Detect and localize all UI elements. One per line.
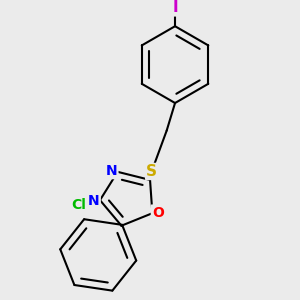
- Text: O: O: [152, 206, 164, 220]
- Text: N: N: [106, 164, 118, 178]
- Text: S: S: [146, 164, 157, 179]
- Text: Cl: Cl: [71, 198, 86, 212]
- Text: N: N: [88, 194, 100, 208]
- Text: I: I: [172, 0, 178, 15]
